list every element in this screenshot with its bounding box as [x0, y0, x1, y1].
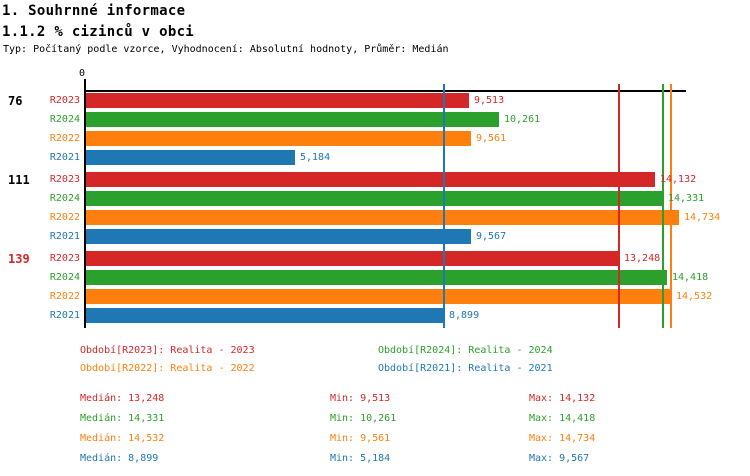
stat-max-r2022: Max: 14,734	[529, 433, 596, 444]
bar-series-label: R2023	[49, 95, 80, 106]
bar	[86, 289, 671, 304]
bar-value-label: 14,532	[676, 291, 713, 302]
bar-value-label: 5,184	[300, 152, 331, 163]
stat-median-r2024: Medián: 14,331	[80, 413, 165, 424]
legend-item-r2022: Období[R2022]: Realita - 2022	[80, 363, 255, 374]
stat-max-r2024: Max: 14,418	[529, 413, 596, 424]
bar-series-label: R2022	[49, 212, 80, 223]
x-axis-tick-label-0: 0	[78, 68, 86, 79]
bar-value-label: 14,734	[684, 212, 721, 223]
group-label: 139	[8, 252, 30, 266]
bar	[86, 172, 655, 187]
bar	[86, 251, 619, 266]
bar-series-label: R2024	[49, 114, 80, 125]
group-label: 111	[8, 173, 30, 187]
bar	[86, 229, 471, 244]
stat-median-r2021: Medián: 8,899	[80, 453, 159, 464]
x-axis-line	[84, 90, 686, 92]
bar	[86, 210, 679, 225]
stat-median-r2022: Medián: 14,532	[80, 433, 165, 444]
stat-min-r2023: Min: 9,513	[330, 393, 391, 404]
y-axis-line	[84, 79, 86, 328]
bar	[86, 93, 469, 108]
bar-series-label: R2021	[49, 152, 80, 163]
legend-item-r2023: Období[R2023]: Realita - 2023	[80, 345, 255, 356]
bar-series-label: R2023	[49, 253, 80, 264]
bar-series-label: R2024	[49, 272, 80, 283]
bar-value-label: 14,331	[668, 193, 705, 204]
bar-value-label: 10,261	[504, 114, 541, 125]
bar-value-label: 9,567	[476, 231, 507, 242]
legend-item-r2021: Období[R2021]: Realita - 2021	[378, 363, 553, 374]
bar	[86, 191, 663, 206]
stat-max-r2023: Max: 14,132	[529, 393, 596, 404]
stat-min-r2022: Min: 9,561	[330, 433, 391, 444]
bar-value-label: 14,132	[660, 174, 697, 185]
bar	[86, 112, 499, 127]
chart-title: 1.1.2 % cizinců v obci	[2, 24, 195, 40]
bar-series-label: R2022	[49, 291, 80, 302]
chart-meta-line: Typ: Počítaný podle vzorce, Vyhodnocení:…	[3, 44, 449, 55]
median-line-r2021	[443, 84, 445, 328]
stat-min-r2024: Min: 10,261	[330, 413, 397, 424]
bar-value-label: 9,513	[474, 95, 505, 106]
bar-value-label: 14,418	[672, 272, 709, 283]
bar-value-label: 9,561	[476, 133, 507, 144]
median-line-r2023	[618, 84, 620, 328]
bar	[86, 308, 444, 323]
stat-median-r2023: Medián: 13,248	[80, 393, 165, 404]
stat-min-r2021: Min: 5,184	[330, 453, 391, 464]
bar	[86, 270, 667, 285]
bar-series-label: R2024	[49, 193, 80, 204]
bar-value-label: 13,248	[624, 253, 661, 264]
median-line-r2024	[662, 84, 664, 328]
bar-series-label: R2021	[49, 310, 80, 321]
stat-max-r2021: Max: 9,567	[529, 453, 590, 464]
median-line-r2022	[670, 84, 672, 328]
bar	[86, 150, 295, 165]
bar-series-label: R2022	[49, 133, 80, 144]
bar	[86, 131, 471, 146]
bar-series-label: R2023	[49, 174, 80, 185]
group-label: 76	[8, 94, 23, 108]
bar-series-label: R2021	[49, 231, 80, 242]
legend-item-r2024: Období[R2024]: Realita - 2024	[378, 345, 553, 356]
report-title: 1. Souhrnné informace	[2, 3, 186, 19]
bar-value-label: 8,899	[449, 310, 480, 321]
